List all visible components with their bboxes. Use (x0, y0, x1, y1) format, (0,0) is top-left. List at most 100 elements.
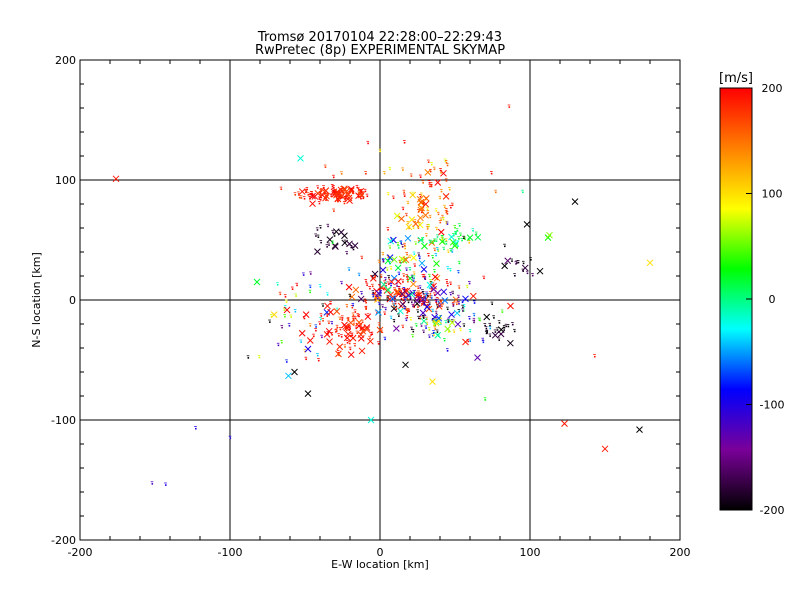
data-point-dot (434, 208, 438, 212)
data-point-dot (340, 334, 343, 338)
data-point-cross (327, 308, 334, 316)
data-point-cross (363, 326, 371, 333)
data-point-dot (507, 104, 511, 108)
data-point-dot (383, 277, 387, 281)
data-point-dot (494, 189, 497, 194)
data-point-dot (422, 273, 426, 278)
data-point-dot (531, 273, 534, 277)
data-point-dot (488, 325, 492, 330)
data-point-dot (467, 316, 471, 320)
data-point-cross (413, 297, 421, 304)
colorbar-tick-label: -200 (760, 504, 785, 517)
data-point-dot (457, 260, 461, 265)
data-point-cross (442, 193, 450, 200)
data-point-dot (444, 160, 448, 164)
data-point-dot (407, 308, 411, 313)
data-point-cross (405, 223, 413, 231)
data-point-dot (340, 315, 344, 319)
data-point-dot (446, 283, 449, 287)
data-point-dot (493, 329, 497, 333)
data-point-cross (393, 212, 401, 220)
data-point-dot (321, 318, 325, 322)
data-point-dot (444, 319, 447, 324)
data-point-dot (401, 324, 404, 329)
data-point-dot (330, 320, 333, 325)
data-point-dot (431, 240, 435, 244)
data-point-cross (304, 345, 312, 353)
data-point-dot (510, 258, 514, 262)
data-point-cross (326, 236, 334, 243)
data-point-cross (451, 242, 459, 250)
data-point-cross (399, 300, 407, 308)
data-point-dot (431, 333, 434, 337)
data-point-cross (434, 289, 442, 297)
data-point-dot (460, 299, 464, 304)
data-point-dot (416, 309, 419, 313)
data-point-dot (446, 266, 449, 270)
data-point-dot (450, 202, 454, 207)
data-point-dot (317, 201, 321, 205)
data-point-dot (427, 334, 431, 338)
data-point-dot (408, 254, 412, 259)
data-point-dot (401, 244, 404, 248)
data-point-cross (413, 300, 421, 307)
data-point-dot (422, 315, 425, 319)
data-point-dot (276, 342, 280, 347)
data-point-cross (422, 211, 429, 219)
data-point-dot (412, 278, 415, 282)
data-point-dot (289, 314, 293, 318)
data-point-cross (462, 295, 469, 303)
data-point-dot (428, 214, 432, 219)
data-point-cross (431, 273, 439, 281)
data-point-dot (279, 186, 283, 191)
data-point-dot (414, 241, 417, 245)
data-point-cross (369, 275, 377, 282)
data-point-cross (346, 197, 353, 205)
data-point-dot (355, 330, 359, 334)
data-point-dot (445, 279, 448, 283)
data-point-dot (445, 348, 449, 352)
data-point-dot (430, 183, 433, 188)
data-point-dot (437, 299, 440, 303)
data-point-dot (431, 308, 434, 313)
data-point-dot (472, 317, 476, 322)
data-point-cross (440, 288, 448, 296)
data-point-dot (371, 294, 375, 298)
data-point-dot (406, 200, 409, 205)
data-point-dot (443, 204, 446, 209)
data-point-cross (466, 234, 474, 241)
data-point-dot (481, 337, 485, 342)
colorbar: [m/s] 200 100 0 -100 -200 (719, 71, 784, 517)
data-point-cross (309, 200, 316, 208)
data-point-cross (424, 168, 432, 176)
data-point-dot (427, 223, 430, 228)
data-point-cross (384, 257, 392, 265)
data-point-cross (306, 337, 314, 344)
data-point-cross (483, 313, 491, 321)
data-point-dot (433, 326, 437, 330)
data-point-dot (448, 268, 452, 272)
data-point-cross (398, 290, 406, 298)
data-point-dot (455, 301, 458, 306)
x-tick-label: 100 (520, 546, 541, 559)
data-point-cross (409, 280, 417, 288)
data-point-dot (425, 291, 428, 295)
data-point-dot (471, 228, 475, 232)
data-point-dot (427, 159, 430, 163)
data-point-cross (333, 308, 341, 315)
data-point-cross (352, 286, 360, 294)
data-point-dot (257, 354, 261, 359)
data-point-dot (474, 231, 478, 235)
data-point-dot (386, 191, 390, 196)
data-point-dot (304, 356, 308, 361)
data-point-dot (472, 300, 476, 304)
data-point-dot (314, 328, 317, 332)
data-point-dot (430, 295, 433, 299)
x-tick-label: 200 (670, 546, 691, 559)
data-point-dot (317, 358, 320, 362)
chart-title: Tromsø 20170104 22:28:00–22:29:43 (257, 30, 502, 45)
data-point-cross (367, 337, 374, 345)
data-point-dot (285, 359, 288, 363)
data-point-dot (497, 320, 501, 324)
data-point-dot (434, 298, 438, 303)
